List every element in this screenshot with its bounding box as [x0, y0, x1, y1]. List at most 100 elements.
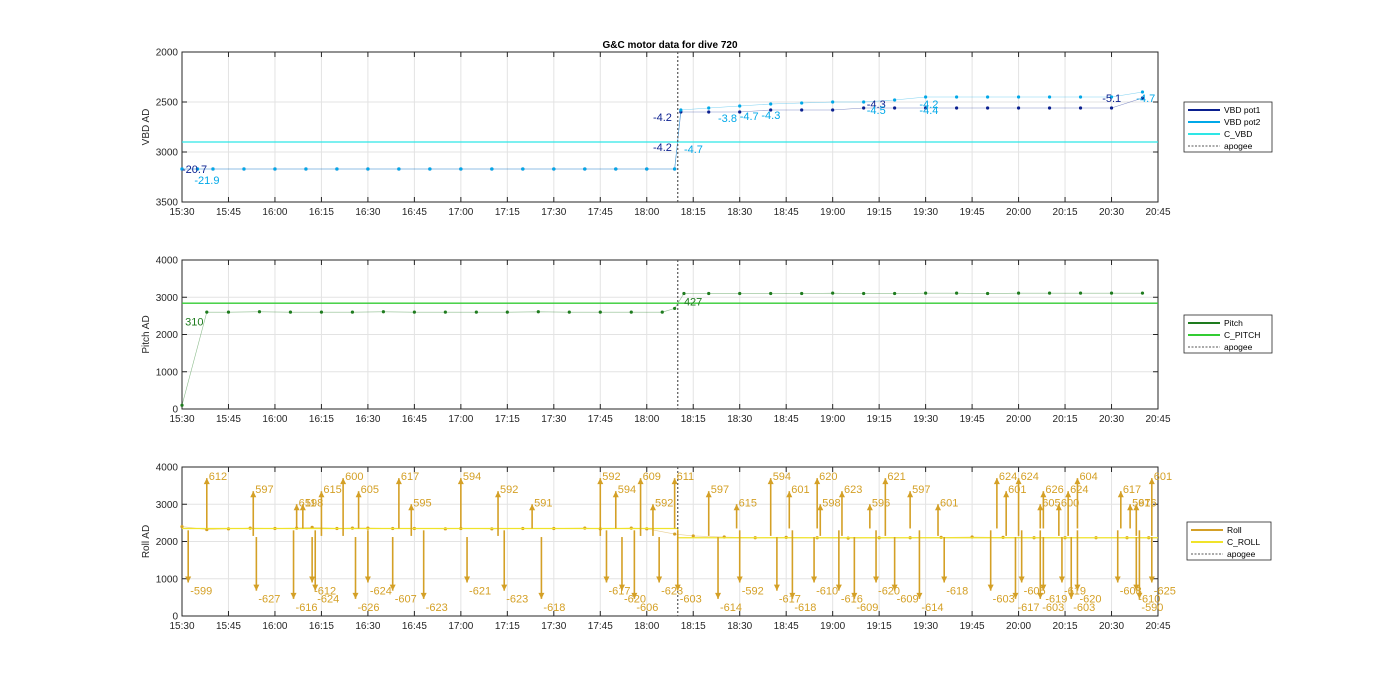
roll-up-label: 595 [413, 497, 431, 509]
series-line-vbd-pot1 [182, 97, 1143, 170]
data-point [335, 167, 339, 171]
data-point [180, 167, 184, 171]
x-tick-label: 18:30 [727, 621, 752, 632]
roll-down-arrowhead [464, 576, 471, 583]
x-tick-label: 17:00 [448, 207, 473, 218]
roll-down-arrowhead [1040, 584, 1047, 591]
data-point [831, 100, 835, 104]
roll-down-arrowhead [352, 592, 359, 599]
roll-down-arrowhead [309, 576, 316, 583]
x-tick-label: 17:30 [541, 207, 566, 218]
data-point [490, 167, 494, 171]
x-tick-label: 20:15 [1053, 414, 1078, 425]
annotation-label: -4.2 [653, 142, 672, 154]
data-point [180, 403, 184, 407]
axes-box [181, 466, 1159, 617]
roll-down-arrowhead [851, 592, 858, 599]
annotation-label: -4.3 [867, 99, 886, 111]
x-tick-label: 18:30 [727, 207, 752, 218]
roll-up-arrowhead [1055, 504, 1062, 511]
annotation-label: -4.3 [761, 110, 780, 122]
annotation-label: -4.2 [919, 99, 938, 111]
roll-down-label: -609 [897, 594, 919, 606]
data-point [645, 167, 649, 171]
x-tick-label: 18:00 [634, 621, 659, 632]
roll-down-label: -603 [1073, 602, 1095, 614]
data-point [679, 108, 683, 112]
roll-down-arrowhead [811, 576, 818, 583]
data-point [673, 167, 677, 171]
data-point [893, 106, 897, 110]
x-tick-label: 20:00 [1006, 621, 1031, 632]
roll-down-arrowhead [538, 592, 545, 599]
data-point [552, 167, 556, 171]
data-point [567, 310, 571, 314]
data-point [1078, 95, 1083, 99]
roll-down-label: -599 [190, 585, 212, 597]
roll-down-arrowhead [1058, 576, 1065, 583]
roll-up-label: 621 [887, 471, 905, 483]
roll-down-label: -618 [794, 602, 816, 614]
roll-down-arrowhead [185, 576, 192, 583]
x-tick-label: 20:15 [1053, 207, 1078, 218]
x-tick-label: 17:15 [495, 207, 520, 218]
x-tick-label: 17:00 [448, 414, 473, 425]
data-point [862, 106, 866, 110]
roll-down-arrowhead [1136, 592, 1143, 599]
data-point [707, 106, 711, 110]
data-point [955, 106, 959, 110]
data-point [350, 310, 355, 314]
x-tick-label: 16:45 [402, 414, 427, 425]
x-tick-label: 16:15 [309, 414, 334, 425]
roll-up-label: 624 [999, 471, 1017, 483]
roll-up-arrowhead [597, 478, 604, 485]
roll-down-arrowhead [1018, 576, 1025, 583]
roll-up-arrowhead [1127, 504, 1134, 511]
roll-up-arrowhead [814, 478, 821, 485]
roll-up-arrowhead [649, 504, 656, 511]
data-point [257, 310, 262, 314]
data-point [1140, 96, 1145, 100]
x-tick-label: 18:15 [681, 621, 706, 632]
roll-up-label: 601 [791, 484, 809, 496]
data-point [924, 106, 928, 110]
data-point [673, 306, 677, 311]
x-tick-label: 20:45 [1145, 621, 1170, 632]
x-tick-label: 19:30 [913, 207, 938, 218]
data-point [273, 167, 277, 171]
roll-up-arrowhead [733, 504, 740, 511]
x-tick-label: 16:00 [262, 621, 287, 632]
roll-down-arrowhead [873, 576, 880, 583]
roll-down-arrowhead [656, 576, 663, 583]
roll-down-label: -617 [779, 594, 801, 606]
data-point [319, 310, 324, 314]
x-tick-label: 20:00 [1006, 207, 1031, 218]
x-tick-label: 19:45 [960, 207, 985, 218]
roll-down-label: -612 [314, 585, 336, 597]
y-tick-label: 1000 [156, 574, 179, 585]
x-tick-label: 17:30 [541, 414, 566, 425]
roll-down-arrowhead [773, 584, 780, 591]
roll-down-arrowhead [631, 592, 638, 599]
data-point [769, 291, 773, 296]
y-tick-label: 2000 [156, 537, 179, 548]
data-point [955, 95, 959, 99]
data-point [682, 291, 686, 296]
roll-down-arrowhead [941, 576, 948, 583]
x-tick-label: 17:45 [588, 414, 613, 425]
data-point [205, 310, 209, 314]
roll-down-arrowhead [987, 584, 994, 591]
legend-entry: C_VBD [1224, 129, 1252, 139]
data-point [800, 291, 804, 296]
roll-up-arrowhead [671, 478, 678, 485]
y-tick-label: 0 [172, 405, 178, 416]
roll-down-label: -603 [680, 594, 702, 606]
data-point [738, 110, 742, 114]
roll-up-arrowhead [1133, 504, 1140, 511]
data-point [1078, 106, 1083, 110]
data-point [1109, 291, 1114, 295]
roll-up-label: 594 [463, 471, 481, 483]
data-point [831, 108, 835, 112]
data-point [211, 167, 215, 171]
